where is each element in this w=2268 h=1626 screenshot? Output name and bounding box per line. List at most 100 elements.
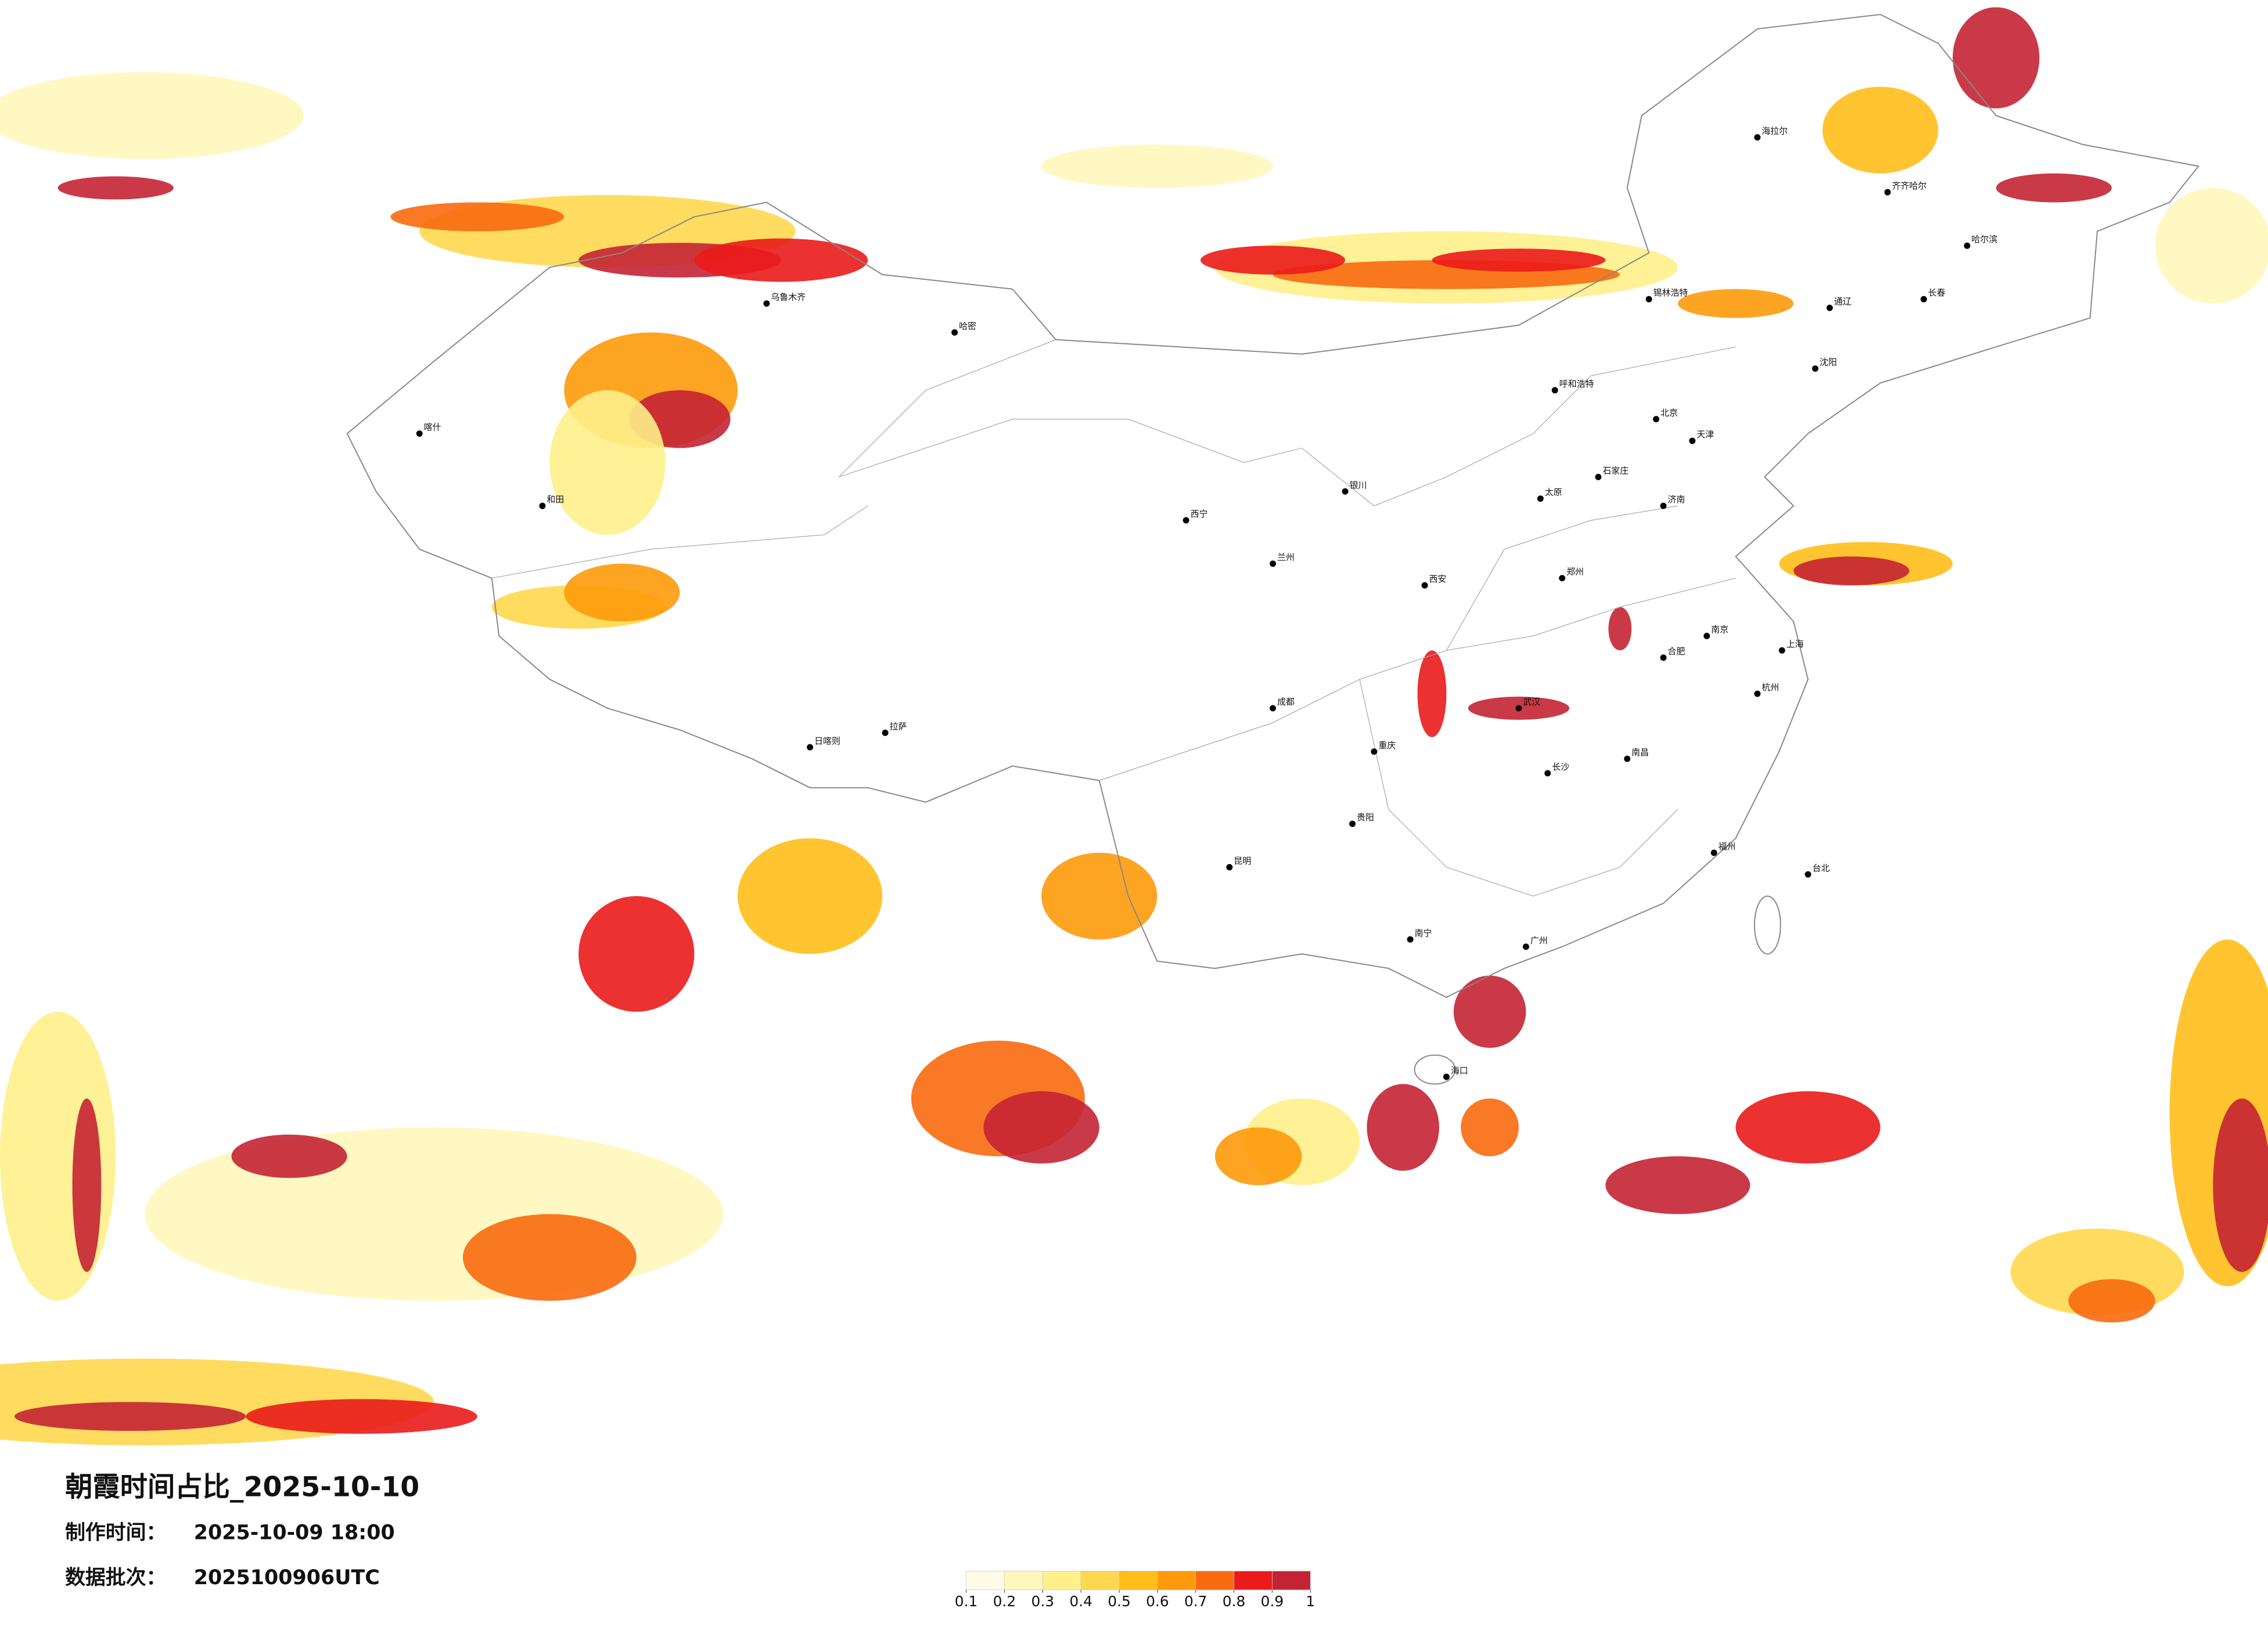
batch-label: 数据批次：: [65, 1566, 166, 1589]
field-patch: [1822, 87, 1939, 174]
city-label: 锡林浩特: [1654, 287, 1688, 298]
city-dot: [1660, 654, 1667, 661]
precip-field: [0, 7, 2268, 1445]
city-dot: [1407, 936, 1414, 943]
city-label: 海口: [1451, 1065, 1468, 1075]
field-patch: [1953, 7, 2040, 109]
field-patch: [1677, 289, 1794, 318]
city-dot: [1595, 473, 1602, 480]
city-dot: [1182, 517, 1189, 524]
city-dot: [1421, 582, 1428, 589]
colorbar-swatch: [1157, 1571, 1196, 1591]
city-dot: [1754, 690, 1761, 697]
city-label: 日喀则: [814, 736, 840, 746]
city-dot: [1710, 849, 1717, 856]
field-patch: [1453, 976, 1526, 1048]
colorbar-tick-label: 0.7: [1184, 1593, 1207, 1610]
city-label: 石家庄: [1602, 465, 1629, 476]
hainan-outline: [1414, 1054, 1456, 1085]
colorbar-tick-label: 0.3: [1031, 1593, 1055, 1610]
field-patch: [1735, 1091, 1881, 1164]
city-dot: [1537, 495, 1544, 502]
city-dot: [1522, 943, 1529, 950]
city-dot: [951, 329, 958, 336]
colorbar-swatch: [1004, 1571, 1043, 1591]
city-label: 齐齐哈尔: [1892, 181, 1926, 191]
city-dot: [807, 744, 814, 751]
city-dot: [882, 729, 889, 736]
field-patch: [738, 838, 883, 954]
city-label: 太原: [1545, 487, 1562, 498]
field-patch: [1367, 1084, 1439, 1171]
production-time: 2025-10-09 18:00: [194, 1521, 395, 1545]
city-dot: [1805, 871, 1811, 878]
city-label: 和田: [547, 494, 564, 505]
city-dot: [1703, 632, 1710, 639]
colorbar-swatch: [1234, 1571, 1273, 1591]
city-label: 广州: [1530, 935, 1548, 945]
field-patch: [231, 1134, 347, 1178]
batch: 2025100906UTC: [194, 1566, 380, 1589]
field-patch: [72, 1098, 102, 1272]
city-label: 贵阳: [1357, 812, 1374, 823]
field-patch: [1432, 249, 1606, 272]
city-dot: [1689, 437, 1696, 444]
city-label: 北京: [1660, 408, 1678, 418]
city-dot: [1754, 134, 1761, 141]
colorbar-tick-label: 0.6: [1146, 1593, 1169, 1610]
field-patch: [1461, 1098, 1519, 1157]
field-patch: [145, 1127, 724, 1301]
city-label: 通辽: [1834, 296, 1852, 307]
field-patch: [694, 238, 868, 282]
city-label: 合肥: [1667, 646, 1685, 656]
city-label: 呼和浩特: [1559, 379, 1594, 389]
field-patch: [1608, 607, 1632, 651]
field-patch: [983, 1091, 1099, 1164]
city-label: 西宁: [1191, 509, 1208, 519]
city-label: 重庆: [1378, 740, 1396, 750]
city-label: 哈密: [959, 321, 976, 331]
china-outline: [346, 13, 2200, 998]
colorbar-tick-label: 0.4: [1069, 1593, 1092, 1610]
city-label: 沈阳: [1820, 357, 1837, 368]
field-patch: [1417, 650, 1447, 738]
field-patch: [564, 563, 680, 622]
city-dot: [763, 300, 770, 307]
field-patch: [462, 1214, 637, 1301]
field-patch: [1793, 556, 1910, 586]
city-dot: [1884, 189, 1891, 196]
city-label: 郑州: [1566, 567, 1584, 577]
city-label: 昆明: [1234, 855, 1251, 866]
colorbar-tick-label: 1: [1306, 1593, 1315, 1610]
colorbar-swatch: [1080, 1571, 1120, 1591]
city-dot: [1551, 387, 1558, 394]
colorbar-swatch: [966, 1571, 1005, 1591]
city-label: 福州: [1719, 841, 1736, 851]
colorbar-swatch: [1119, 1571, 1158, 1591]
city-dot: [1826, 304, 1833, 311]
city-label: 台北: [1812, 863, 1830, 873]
city-label: 成都: [1277, 697, 1295, 707]
city-dot: [1443, 1073, 1450, 1080]
city-dot: [1342, 488, 1349, 495]
city-label: 长沙: [1552, 762, 1569, 772]
field-patch: [2068, 1279, 2155, 1323]
city-label: 武汉: [1523, 697, 1540, 707]
city-label: 长春: [1928, 287, 1946, 298]
field-patch: [1214, 1127, 1302, 1185]
city-label: 哈尔滨: [1971, 234, 1997, 244]
field-patch: [549, 390, 666, 535]
city-dot: [1624, 756, 1631, 762]
colorbar-tick-label: 0.2: [993, 1593, 1016, 1610]
city-label: 天津: [1696, 429, 1714, 440]
field-patch: [246, 1399, 477, 1434]
city-label: 银川: [1350, 480, 1367, 490]
city-dot: [1964, 242, 1971, 249]
field-patch: [1605, 1156, 1751, 1214]
colorbar-tick-label: 0.5: [1108, 1593, 1131, 1610]
colorbar-swatch: [1195, 1571, 1234, 1591]
city-dot: [1270, 705, 1277, 712]
city-dot: [1811, 365, 1818, 372]
